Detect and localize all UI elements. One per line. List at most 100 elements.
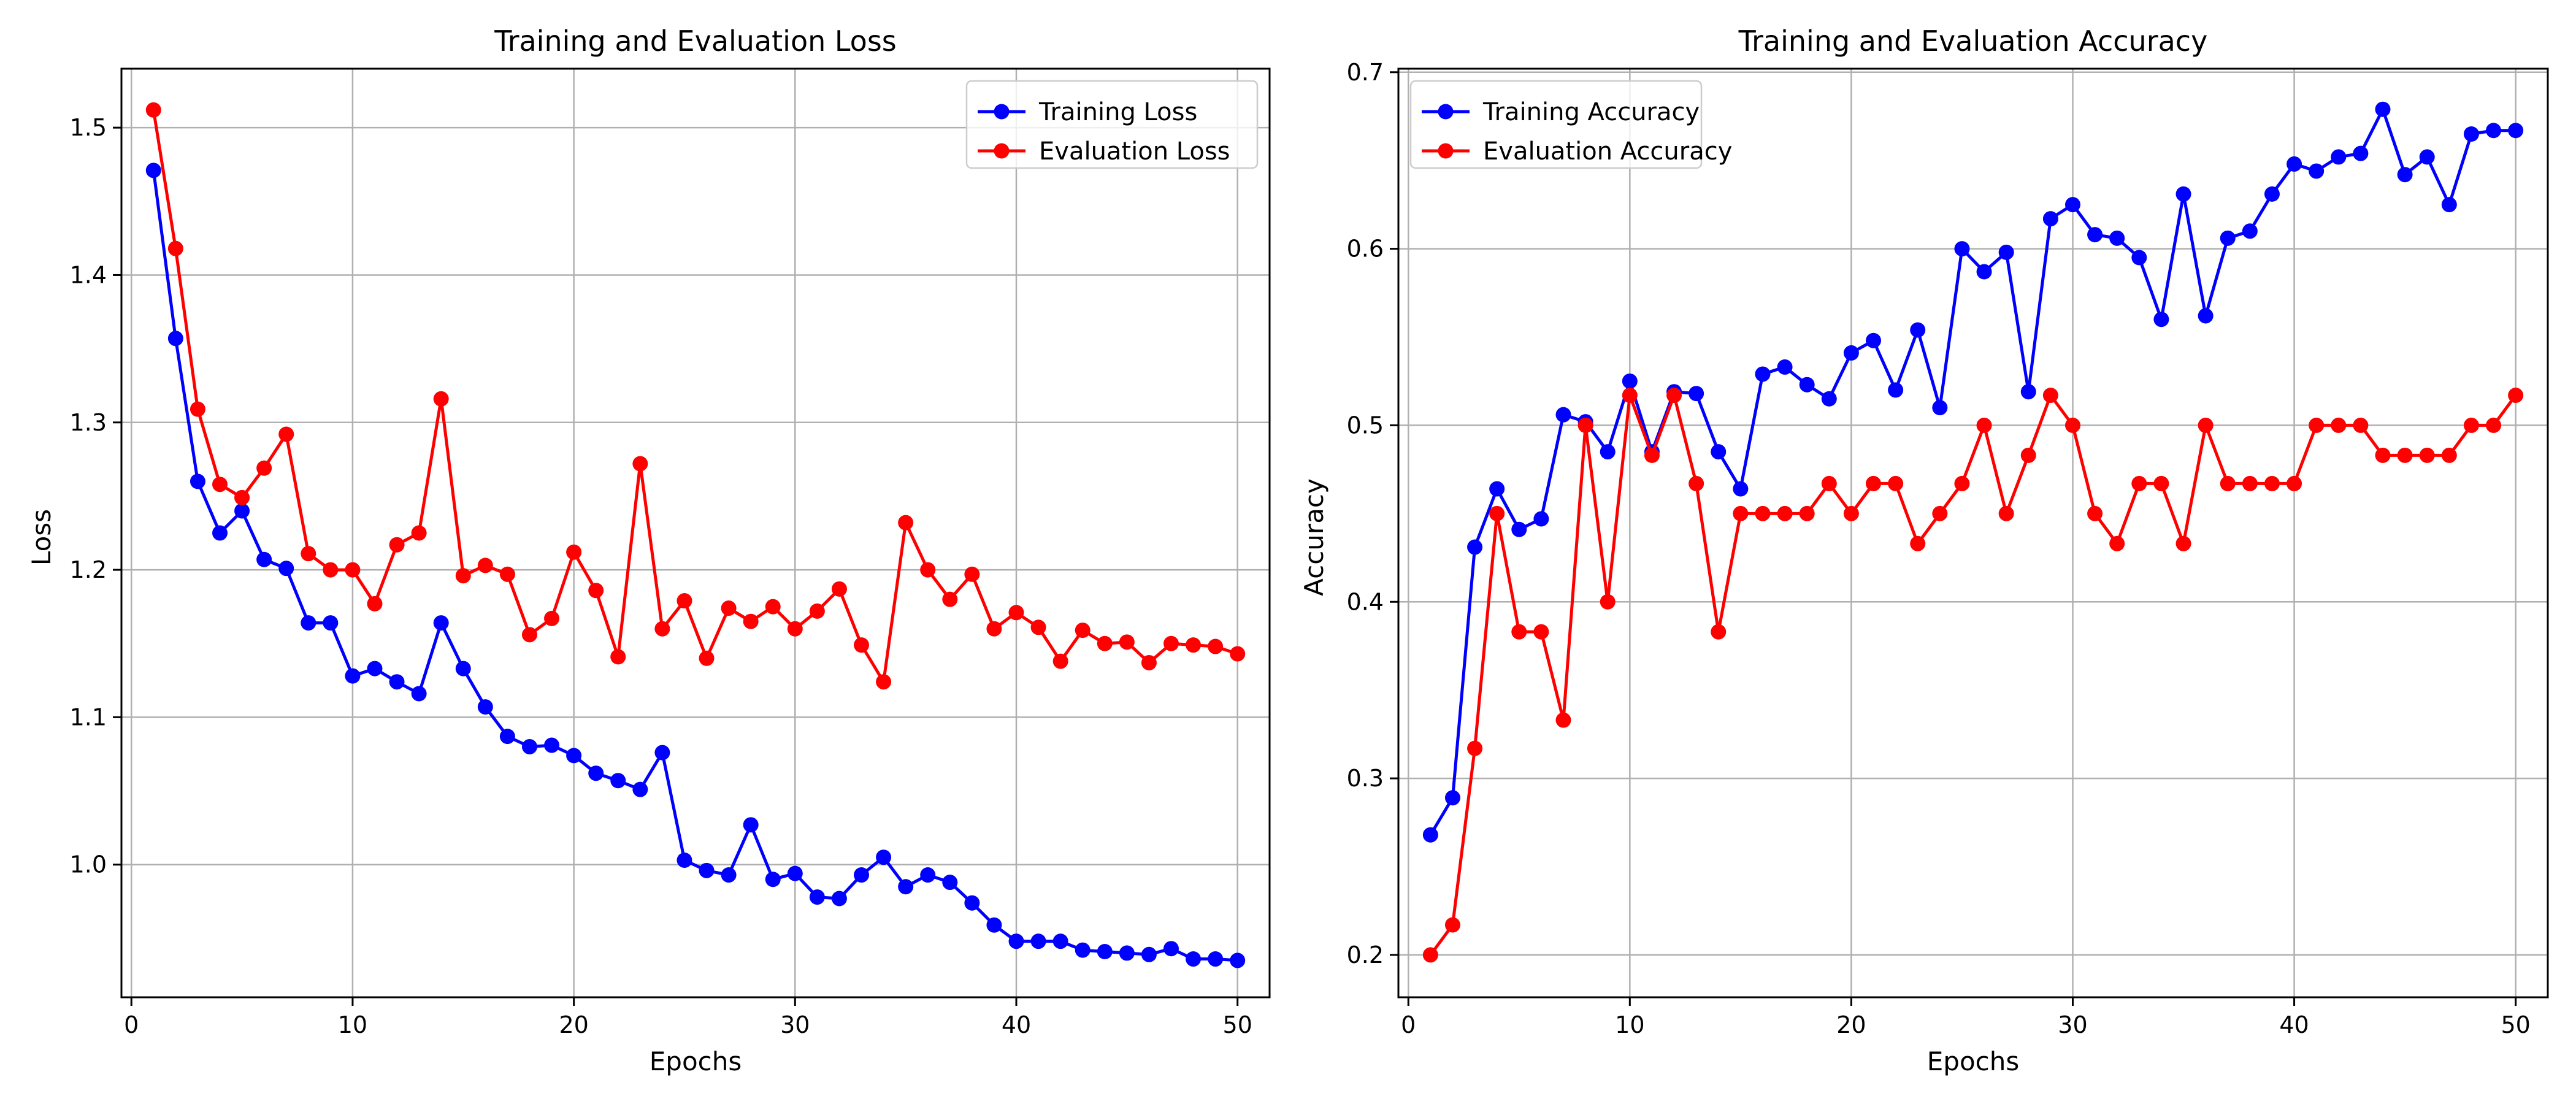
loss-evaluation-point (1119, 634, 1135, 650)
accuracy-training-point (1998, 244, 2014, 260)
accuracy-legend: Training Accuracy Evaluation Accuracy (1409, 80, 1732, 169)
accuracy-x-tick-label: 20 (1836, 1011, 1866, 1038)
loss-evaluation-point (854, 637, 870, 653)
loss-evaluation-point (1208, 638, 1224, 654)
loss-series (145, 102, 1246, 968)
loss-training-point (389, 674, 405, 690)
accuracy-evaluation-point (2486, 417, 2502, 433)
loss-ticks: 0 10 20 30 40 50 1.0 1.1 1.2 1.3 1.4 1.5 (70, 114, 1252, 1038)
accuracy-training-point (1689, 386, 1704, 402)
accuracy-evaluation-point (2064, 417, 2080, 433)
accuracy-training-point (1533, 511, 1549, 527)
loss-training-point (411, 686, 427, 702)
accuracy-y-tick-label: 0.6 (1347, 236, 1384, 263)
accuracy-plot-frame (1397, 67, 2549, 999)
loss-evaluation-point (699, 650, 715, 666)
loss-evaluation-point (1141, 654, 1157, 670)
loss-evaluation-point (566, 544, 582, 560)
accuracy-training-point (1799, 377, 1815, 393)
accuracy-training-point (1489, 481, 1505, 497)
accuracy-training-point (2064, 197, 2080, 213)
loss-training-point (964, 895, 980, 911)
accuracy-evaluation-point (2309, 417, 2325, 433)
loss-evaluation-point (831, 581, 847, 597)
loss-training-point (345, 668, 361, 684)
accuracy-evaluation-point (1976, 417, 1992, 433)
accuracy-training-point (2309, 163, 2325, 179)
loss-training-point (1008, 933, 1024, 949)
loss-evaluation-point (876, 674, 892, 690)
loss-evaluation-point (1186, 637, 1202, 653)
loss-evaluation-point (787, 621, 803, 637)
loss-training-point (743, 817, 759, 833)
loss-evaluation-point (1052, 653, 1068, 669)
loss-evaluation-point (477, 558, 493, 573)
accuracy-evaluation-point (1622, 387, 1638, 403)
accuracy-evaluation-point (2198, 417, 2214, 433)
loss-x-tick-label: 20 (559, 1011, 588, 1038)
loss-training-point (1030, 933, 1046, 949)
accuracy-evaluation-point (1888, 475, 1904, 491)
accuracy-y-tick-label: 0.5 (1347, 412, 1384, 439)
loss-training-point (521, 738, 537, 754)
loss-evaluation-point (1097, 635, 1113, 651)
accuracy-evaluation-point (1954, 475, 1970, 491)
loss-training-point (234, 503, 250, 519)
loss-x-tick-label: 0 (124, 1011, 139, 1038)
accuracy-evaluation-point (2220, 475, 2236, 491)
loss-evaluation-point (1030, 619, 1046, 635)
accuracy-training-point (1932, 400, 1948, 416)
loss-evaluation-point (1230, 646, 1246, 662)
accuracy-training-point (2131, 250, 2147, 266)
accuracy-training-point (1888, 382, 1904, 398)
accuracy-training-point (1711, 444, 1727, 460)
accuracy-evaluation-legend-marker (1438, 143, 1454, 159)
loss-training-point (942, 875, 958, 891)
loss-training-point (499, 729, 515, 745)
loss-evaluation-point (256, 460, 272, 476)
accuracy-training-point (2242, 223, 2258, 239)
loss-training-point (765, 872, 781, 887)
loss-training-point (1208, 951, 1224, 967)
accuracy-evaluation-point (2508, 387, 2524, 403)
accuracy-evaluation-point (1733, 505, 1749, 521)
accuracy-y-tick-label: 0.7 (1347, 59, 1384, 86)
loss-evaluation-point (499, 566, 515, 582)
loss-evaluation-point (212, 477, 228, 493)
accuracy-evaluation-point (2087, 505, 2103, 521)
loss-evaluation-legend-marker (994, 143, 1010, 159)
accuracy-training-point (2087, 227, 2103, 243)
accuracy-training-point (1600, 444, 1616, 460)
accuracy-evaluation-point (1577, 417, 1593, 433)
loss-evaluation-point (323, 562, 339, 578)
accuracy-evaluation-point (2375, 447, 2391, 463)
accuracy-training-point (2419, 149, 2435, 165)
accuracy-evaluation-point (2131, 475, 2147, 491)
loss-evaluation-point (544, 610, 560, 626)
accuracy-training-point (1821, 391, 1837, 407)
accuracy-evaluation-legend-label: Evaluation Accuracy (1483, 137, 1732, 166)
accuracy-evaluation-point (1866, 475, 1882, 491)
accuracy-evaluation-point (1511, 624, 1527, 640)
loss-plot-frame (120, 67, 1271, 999)
accuracy-chart-title: Training and Evaluation Accuracy (1738, 25, 2208, 58)
loss-training-point (854, 867, 870, 883)
loss-evaluation-point (389, 537, 405, 553)
accuracy-training-point (1555, 407, 1571, 423)
accuracy-training-point (1511, 521, 1527, 537)
loss-training-point (278, 561, 294, 577)
loss-y-tick-label: 1.5 (70, 114, 107, 141)
accuracy-x-tick-label: 0 (1401, 1011, 1416, 1038)
accuracy-evaluation-point (1644, 447, 1660, 463)
accuracy-evaluation-point (1932, 505, 1948, 521)
loss-training-point (876, 849, 892, 865)
loss-training-point (809, 889, 825, 905)
accuracy-training-point (1843, 345, 1859, 361)
loss-evaluation-point (433, 391, 449, 407)
loss-training-point (986, 917, 1002, 933)
loss-training-legend-label: Training Loss (1038, 98, 1197, 126)
accuracy-evaluation-point (1910, 535, 1926, 551)
loss-evaluation-point (167, 240, 183, 256)
accuracy-training-legend-label: Training Accuracy (1482, 98, 1700, 126)
accuracy-training-point (1976, 264, 1992, 280)
